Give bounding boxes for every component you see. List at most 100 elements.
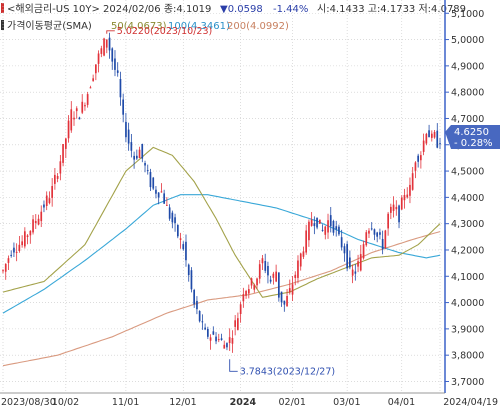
candle xyxy=(234,315,236,336)
candle xyxy=(248,284,250,299)
candle xyxy=(18,235,21,253)
candle xyxy=(351,264,354,284)
candle xyxy=(177,224,179,239)
x-tick-label: 10/02 xyxy=(52,397,79,408)
x-tick-label: 2024/04/19 xyxy=(443,397,498,408)
candle xyxy=(73,111,75,126)
candle xyxy=(283,300,286,312)
candle xyxy=(130,133,133,158)
price-tag-value: 4.6250 xyxy=(454,127,489,138)
candle xyxy=(414,161,417,179)
x-tick-label: 02/01 xyxy=(279,397,306,408)
y-tick-label: 4,4000 xyxy=(451,193,484,204)
x-tick-label: 11/01 xyxy=(112,397,139,408)
candle xyxy=(291,276,294,302)
candle xyxy=(319,219,321,224)
x-tick-label: 04/01 xyxy=(388,397,415,408)
candle xyxy=(431,130,433,142)
candle xyxy=(62,143,64,167)
candle xyxy=(332,219,335,236)
candle xyxy=(201,314,204,330)
candle xyxy=(204,323,206,331)
header-marker-icon xyxy=(1,3,4,13)
legend-ma50: 50(4.0673) xyxy=(111,21,167,32)
max-annotation-label: 5.0220(2023/10/23) xyxy=(117,26,212,37)
candle xyxy=(403,188,406,209)
candle xyxy=(400,195,403,211)
candle xyxy=(56,173,59,183)
min-annotation-label: 3.7843(2023/12/27) xyxy=(240,366,335,377)
candle xyxy=(278,272,280,302)
candle xyxy=(133,151,135,169)
candle xyxy=(171,210,174,229)
candle xyxy=(37,214,40,226)
candle xyxy=(166,197,168,206)
x-tick-label: 12/01 xyxy=(169,397,196,408)
candle xyxy=(258,259,261,284)
candle xyxy=(228,328,231,351)
candle xyxy=(209,334,212,350)
max-annotation: 5.0220(2023/10/23) xyxy=(106,26,212,37)
legend-label: 가격이동평균(SMA) xyxy=(7,19,92,32)
candle xyxy=(29,230,32,244)
candle xyxy=(398,204,400,229)
candle xyxy=(149,168,152,191)
candle xyxy=(114,50,116,77)
candle xyxy=(316,217,318,230)
x-tick-label: 2023/08/30 xyxy=(1,397,56,408)
candle xyxy=(343,243,346,262)
candle xyxy=(196,296,198,315)
y-tick-label: 4,1000 xyxy=(451,272,484,283)
candle xyxy=(253,283,256,293)
candle xyxy=(92,74,94,82)
x-tick-label: 03/01 xyxy=(333,397,360,408)
candle xyxy=(168,204,171,221)
candle xyxy=(302,246,305,260)
candle xyxy=(335,220,338,237)
candle xyxy=(187,263,190,282)
y-tick-label: 5,0000 xyxy=(451,35,484,46)
candle xyxy=(354,264,357,281)
candle xyxy=(155,185,157,199)
candle xyxy=(373,228,376,241)
candle xyxy=(157,192,160,205)
candle xyxy=(146,164,149,175)
y-tick-label: 4,2000 xyxy=(451,245,484,256)
y-tick-label: 4,3000 xyxy=(451,219,484,230)
candle xyxy=(48,191,51,205)
candle xyxy=(237,312,239,331)
candle xyxy=(163,189,165,204)
candle xyxy=(387,211,389,236)
candle xyxy=(125,112,127,143)
ma50-line xyxy=(2,146,441,298)
y-axis: 5,10005,00004,90004,80004,70004,60004,50… xyxy=(445,9,484,388)
candle xyxy=(190,267,193,293)
candle xyxy=(182,241,185,251)
candle xyxy=(51,178,53,207)
candle xyxy=(269,275,272,284)
candle xyxy=(7,255,10,271)
price-tag-change: - 0.28% xyxy=(454,138,493,149)
candle xyxy=(198,310,201,323)
candle xyxy=(65,137,67,159)
candle xyxy=(390,203,392,220)
legend-ma100: 100(4.3461) xyxy=(168,21,230,32)
candle xyxy=(242,287,245,308)
candle xyxy=(119,71,122,106)
candle xyxy=(144,160,146,173)
candle xyxy=(70,101,73,133)
candle xyxy=(368,228,370,239)
candle xyxy=(127,122,130,151)
y-tick-label: 4,9000 xyxy=(451,61,484,72)
candle xyxy=(294,271,297,286)
candle xyxy=(239,301,242,323)
candle xyxy=(297,255,299,284)
candle xyxy=(97,50,100,73)
candle xyxy=(103,37,105,57)
candle xyxy=(299,252,302,271)
candle xyxy=(384,229,387,250)
candle xyxy=(223,340,226,349)
candle xyxy=(417,153,419,168)
candle xyxy=(245,289,247,299)
candle xyxy=(379,228,381,240)
